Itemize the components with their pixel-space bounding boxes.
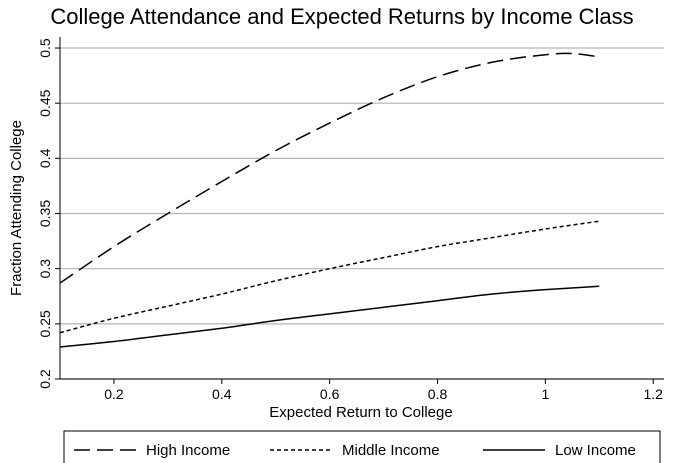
series-line-high-income bbox=[59, 52, 600, 284]
y-axis-title: Fraction Attending College bbox=[8, 120, 25, 296]
legend-label: High Income bbox=[146, 442, 230, 459]
y-tick-label: 0.25 bbox=[37, 310, 53, 337]
y-tick-label: 0.5 bbox=[37, 38, 53, 58]
chart-title: College Attendance and Expected Returns … bbox=[50, 4, 633, 29]
series-line-middle-income bbox=[59, 220, 600, 334]
series-lines bbox=[59, 52, 600, 348]
x-tick-label: 0.8 bbox=[428, 386, 448, 402]
x-tick-label: 1.2 bbox=[643, 386, 663, 402]
y-tick-label: 0.3 bbox=[37, 259, 53, 279]
x-tick-label: 0.6 bbox=[320, 386, 340, 402]
x-tick-label: 0.2 bbox=[104, 386, 124, 402]
y-tick-label: 0.35 bbox=[37, 200, 53, 227]
legend-box bbox=[63, 430, 661, 463]
gridlines bbox=[60, 47, 664, 380]
x-axis-title: Expected Return to College bbox=[269, 404, 452, 421]
legend-label: Low Income bbox=[555, 442, 636, 459]
series-line-low-income bbox=[59, 285, 600, 348]
x-tick-label: 1 bbox=[541, 386, 549, 402]
y-tick-label: 0.45 bbox=[37, 89, 53, 116]
y-tick-label: 0.4 bbox=[37, 148, 53, 168]
x-tick-label: 0.4 bbox=[212, 386, 232, 402]
legend: High Income Middle Income Low Income bbox=[63, 430, 661, 463]
y-tick-label: 0.2 bbox=[37, 369, 53, 389]
legend-label: Middle Income bbox=[342, 442, 440, 459]
axes: 0.2 0.25 0.3 0.35 0.4 0.45 0.5 0.2 0.4 0.6 0.8 1 1.2 bbox=[37, 37, 664, 402]
